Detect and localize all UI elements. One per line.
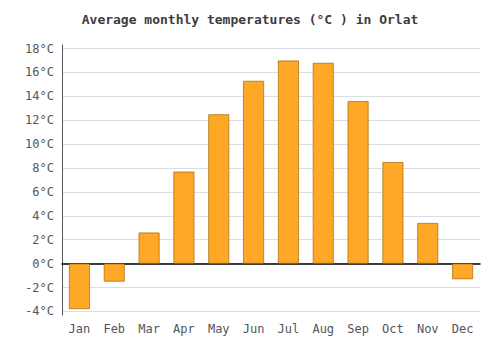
svg-text:Sep: Sep <box>347 322 369 336</box>
svg-text:Jul: Jul <box>278 322 300 336</box>
svg-text:4°C: 4°C <box>32 209 54 223</box>
svg-text:12°C: 12°C <box>25 113 54 127</box>
svg-text:18°C: 18°C <box>25 42 54 56</box>
svg-text:Dec: Dec <box>452 322 474 336</box>
svg-text:10°C: 10°C <box>25 137 54 151</box>
svg-text:Jun: Jun <box>243 322 265 336</box>
svg-text:6°C: 6°C <box>32 185 54 199</box>
svg-text:Average monthly temperatures (: Average monthly temperatures (°C ) in Or… <box>82 12 419 27</box>
svg-text:Aug: Aug <box>312 322 334 336</box>
svg-text:Jan: Jan <box>69 322 91 336</box>
svg-text:Apr: Apr <box>173 322 195 336</box>
svg-text:2°C: 2°C <box>32 233 54 247</box>
svg-text:Nov: Nov <box>417 322 439 336</box>
svg-text:-2°C: -2°C <box>25 281 54 295</box>
svg-text:May: May <box>208 322 230 336</box>
svg-text:14°C: 14°C <box>25 89 54 103</box>
svg-text:Feb: Feb <box>103 322 125 336</box>
svg-text:16°C: 16°C <box>25 65 54 79</box>
svg-text:Oct: Oct <box>382 322 404 336</box>
svg-text:Mar: Mar <box>138 322 160 336</box>
svg-text:8°C: 8°C <box>32 161 54 175</box>
svg-text:0°C: 0°C <box>32 257 54 271</box>
svg-text:-4°C: -4°C <box>25 304 54 318</box>
